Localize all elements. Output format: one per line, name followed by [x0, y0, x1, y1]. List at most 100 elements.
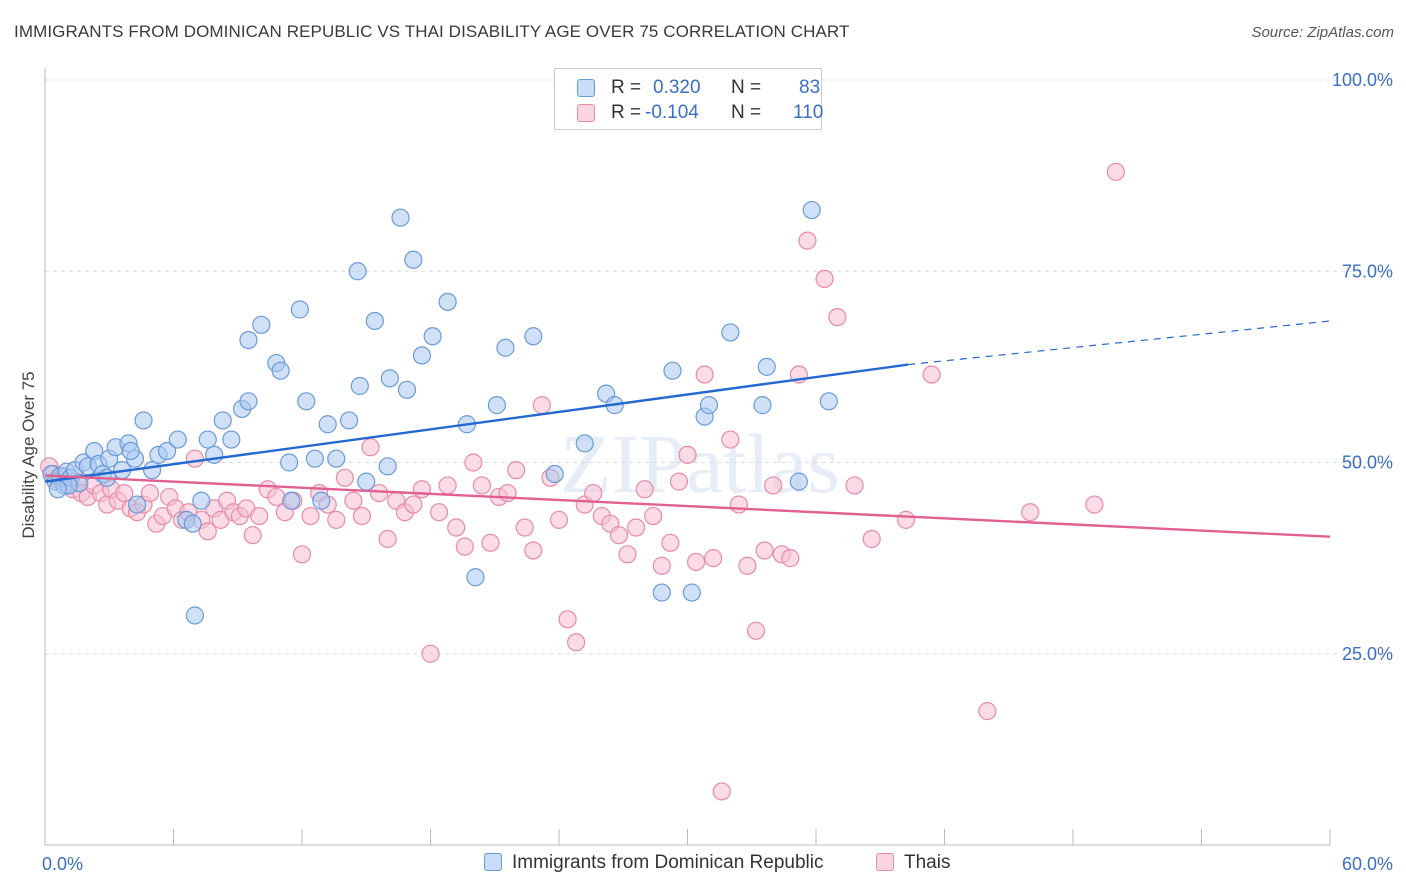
point-dominican-republic [297, 392, 316, 411]
point-dominican-republic [327, 449, 346, 468]
point-thais [618, 545, 637, 564]
point-dominican-republic [378, 457, 397, 476]
point-thais [584, 484, 603, 503]
point-thais [524, 541, 543, 560]
point-thais [746, 621, 766, 640]
point-dominican-republic [380, 369, 399, 388]
point-thais [250, 506, 269, 526]
legend-swatch-blue [577, 79, 595, 97]
x-tick-label: 60.0% [1342, 854, 1393, 874]
point-dominican-republic [312, 491, 331, 510]
point-thais [764, 476, 783, 495]
point-dominican-republic [305, 449, 324, 468]
point-thais [185, 449, 205, 468]
gridlines [45, 79, 1392, 655]
point-thais [481, 533, 500, 552]
point-dominican-republic [48, 480, 67, 499]
point-thais [635, 480, 654, 499]
point-thais [862, 529, 881, 549]
point-thais [301, 506, 320, 526]
point-thais [243, 526, 262, 545]
point-dominican-republic [350, 376, 369, 396]
point-thais [686, 552, 706, 572]
point-thais [140, 484, 160, 503]
trend-lines [44, 320, 1331, 538]
legend-item-dominican-republic: Immigrants from Dominican Republic [484, 852, 824, 874]
point-thais [429, 503, 449, 522]
point-thais [447, 518, 466, 537]
point-thais [978, 702, 997, 721]
trend-line-dominican-republic-extension [908, 320, 1331, 366]
point-thais [344, 491, 363, 510]
point-thais [412, 480, 432, 499]
point-thais [335, 468, 354, 487]
point-dominican-republic [652, 583, 671, 602]
point-dominican-republic [185, 606, 205, 625]
point-dominican-republic [753, 396, 772, 415]
point-thais [644, 506, 663, 526]
y-tick-label: 25.0% [1342, 644, 1393, 664]
point-thais [507, 461, 526, 480]
point-thais [712, 782, 731, 801]
point-thais [558, 610, 577, 629]
point-dominican-republic [699, 396, 719, 415]
point-thais [1085, 495, 1104, 514]
legend-swatch-pink [577, 104, 595, 122]
correlation-legend: R = 0.320 N = 83 R = -0.104 N = 110 [554, 68, 824, 130]
point-dominican-republic [438, 292, 457, 311]
legend-swatch-pink [876, 853, 894, 871]
y-tick-label: 50.0% [1342, 453, 1393, 473]
point-dominican-republic [222, 430, 241, 449]
point-dominican-republic [121, 441, 140, 461]
point-thais [378, 529, 397, 549]
point-dominican-republic [282, 491, 301, 510]
point-thais [515, 518, 534, 537]
point-thais [609, 526, 629, 545]
point-dominican-republic [423, 327, 442, 346]
point-dominican-republic [168, 430, 187, 449]
point-dominican-republic [721, 323, 740, 342]
point-dominican-republic [802, 200, 821, 220]
point-dominican-republic [391, 208, 410, 227]
point-dominican-republic [397, 380, 417, 399]
point-thais [781, 549, 800, 568]
axes [44, 68, 1331, 846]
point-dominican-republic [575, 434, 594, 453]
legend-n-value-pink: 110 [793, 102, 824, 123]
chart-title: IMMIGRANTS FROM DOMINICAN REPUBLIC VS TH… [14, 22, 850, 41]
point-dominican-republic [290, 300, 309, 319]
point-dominican-republic [496, 338, 515, 357]
point-thais [438, 476, 457, 495]
point-thais [498, 484, 517, 503]
point-thais [626, 518, 646, 537]
point-dominican-republic [487, 396, 506, 415]
point-thais [1021, 503, 1040, 522]
point-dominican-republic [545, 464, 564, 484]
watermark: ZIPatlas [560, 418, 840, 511]
trend-line-dominican-republic [44, 363, 909, 483]
point-thais [721, 430, 740, 449]
point-thais [361, 438, 380, 457]
point-thais [669, 472, 689, 491]
point-dominican-republic [340, 411, 359, 430]
point-dominican-republic [271, 361, 290, 380]
point-thais [652, 556, 671, 575]
point-dominican-republic [357, 472, 376, 491]
point-dominican-republic [239, 392, 258, 411]
point-thais [327, 510, 346, 529]
point-thais [828, 308, 847, 327]
point-dominican-republic [524, 327, 543, 346]
point-thais [1106, 162, 1125, 181]
legend-n-value-blue: 83 [799, 77, 821, 98]
point-dominican-republic [198, 430, 217, 449]
point-dominican-republic [213, 411, 232, 430]
point-dominican-republic [663, 361, 682, 380]
point-thais [678, 445, 697, 464]
point-thais [455, 537, 474, 556]
point-dominican-republic [157, 441, 177, 461]
point-dominican-republic [348, 262, 367, 281]
series-dominican-republic [42, 200, 838, 625]
point-thais [532, 396, 551, 415]
point-dominican-republic [682, 583, 701, 602]
